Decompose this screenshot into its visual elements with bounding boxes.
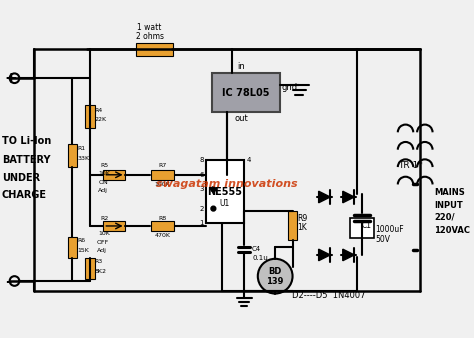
Text: Adj: Adj — [98, 248, 107, 252]
Polygon shape — [343, 249, 355, 261]
Text: OFF: OFF — [96, 240, 109, 245]
Bar — [136, 43, 173, 56]
Text: R1: R1 — [77, 146, 85, 151]
Text: ON: ON — [99, 180, 108, 185]
Text: R9: R9 — [297, 214, 308, 223]
Text: 1000uF: 1000uF — [375, 225, 404, 234]
Text: 2: 2 — [200, 206, 204, 212]
Polygon shape — [343, 191, 355, 203]
Text: BATTERY: BATTERY — [2, 155, 50, 165]
Bar — [206, 160, 244, 223]
Text: 3: 3 — [199, 186, 204, 192]
Text: TO Li-Ion: TO Li-Ion — [2, 136, 51, 146]
Text: R4: R4 — [95, 107, 103, 113]
Text: swagatam innovations: swagatam innovations — [156, 179, 298, 189]
Bar — [85, 105, 95, 128]
Text: 120VAC: 120VAC — [435, 226, 471, 235]
Bar — [288, 212, 297, 240]
Text: out: out — [235, 114, 248, 123]
Text: D2----D5  1N4007: D2----D5 1N4007 — [292, 291, 365, 300]
Bar — [212, 73, 280, 112]
Text: IC 78L05: IC 78L05 — [222, 88, 270, 98]
Text: C1: C1 — [362, 221, 372, 231]
Text: MAINS: MAINS — [435, 188, 465, 197]
Text: +: + — [5, 71, 18, 86]
Circle shape — [211, 187, 216, 192]
Text: 15K: 15K — [77, 248, 89, 252]
Text: 22K: 22K — [95, 117, 107, 122]
Bar — [151, 170, 174, 179]
Text: 33K: 33K — [77, 156, 90, 161]
Text: 1 watt: 1 watt — [137, 23, 162, 31]
Bar — [103, 170, 125, 179]
Text: BD: BD — [268, 267, 282, 276]
Text: 8: 8 — [199, 157, 204, 163]
Text: gnd: gnd — [282, 83, 298, 92]
Text: -: - — [5, 273, 11, 289]
Text: 470K: 470K — [154, 233, 170, 238]
Text: 10K: 10K — [98, 231, 110, 236]
Bar — [350, 218, 374, 238]
Text: 50V: 50V — [375, 235, 391, 244]
Bar — [151, 221, 174, 231]
Text: U1: U1 — [220, 199, 230, 208]
Text: 8K2: 8K2 — [95, 269, 107, 274]
Text: 6: 6 — [199, 172, 204, 178]
Text: C4: C4 — [252, 246, 261, 252]
Text: R8: R8 — [158, 216, 166, 221]
Text: in: in — [237, 63, 245, 71]
Polygon shape — [319, 249, 330, 261]
Text: UNDER: UNDER — [2, 173, 40, 183]
Bar — [85, 258, 95, 279]
Text: Adj: Adj — [99, 188, 108, 193]
Text: R3: R3 — [95, 259, 103, 264]
Text: INPUT: INPUT — [435, 201, 463, 210]
Text: 100K: 100K — [155, 182, 170, 187]
Text: 0.1u: 0.1u — [252, 255, 268, 261]
Text: R7: R7 — [158, 163, 166, 168]
Bar — [68, 144, 77, 167]
Text: 1: 1 — [199, 220, 204, 226]
Text: 220/: 220/ — [435, 213, 455, 222]
Text: 139: 139 — [266, 276, 284, 286]
Polygon shape — [319, 191, 330, 203]
Text: CHARGE: CHARGE — [2, 190, 47, 200]
Text: TR 1*: TR 1* — [398, 161, 423, 170]
Text: R2: R2 — [100, 216, 109, 221]
Text: R6: R6 — [77, 238, 85, 243]
Text: 10K: 10K — [98, 171, 110, 176]
Text: R5: R5 — [100, 163, 109, 168]
Circle shape — [211, 206, 216, 211]
Circle shape — [258, 259, 292, 294]
Bar — [68, 237, 77, 258]
Text: NE555: NE555 — [208, 187, 243, 197]
Text: 4: 4 — [246, 157, 251, 163]
Text: 1K: 1K — [297, 223, 307, 233]
Bar — [103, 221, 125, 231]
Text: 2 ohms: 2 ohms — [136, 32, 164, 41]
